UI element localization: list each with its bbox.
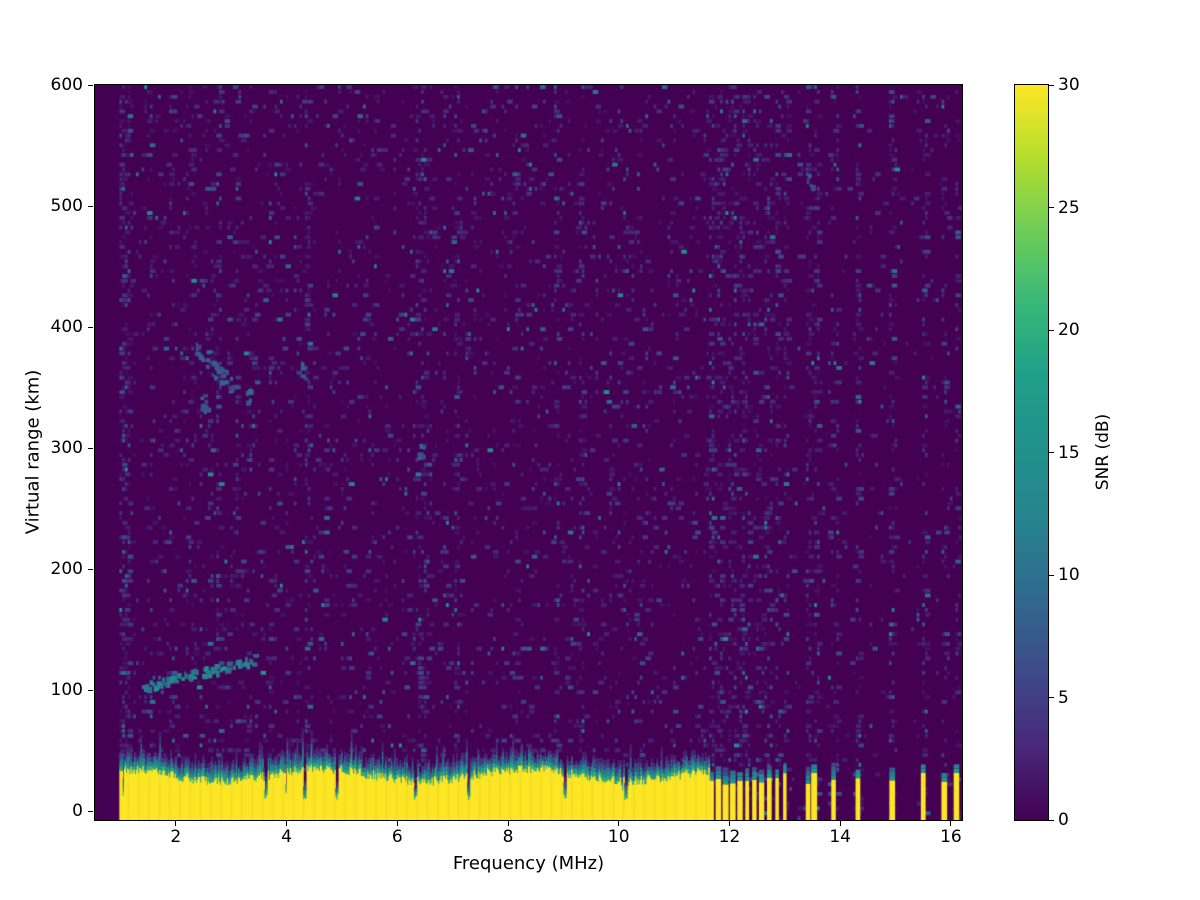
x-tick-label: 16 (940, 827, 962, 847)
x-tick-label: 8 (502, 827, 514, 847)
x-tick-label: 12 (718, 827, 741, 847)
y-tick-label: 500 (50, 196, 83, 216)
colorbar-gradient (1015, 85, 1048, 820)
y-tick-label: 300 (50, 438, 83, 459)
x-tick-mark (507, 821, 509, 826)
y-tick-label: 200 (50, 559, 83, 580)
x-tick-label: 10 (607, 827, 630, 847)
y-tick-mark (88, 447, 93, 449)
colorbar-tick-mark (1049, 452, 1054, 453)
y-tick-mark (88, 326, 93, 328)
colorbar-tick-label: 15 (1058, 442, 1080, 463)
y-tick-mark (88, 84, 93, 86)
colorbar-tick-mark (1049, 819, 1054, 821)
colorbar (1014, 84, 1049, 821)
x-tick-mark (728, 821, 730, 826)
x-tick-mark (175, 821, 177, 826)
y-axis-label: Virtual range (km) (22, 369, 44, 535)
colorbar-label: SNR (dB) (1093, 413, 1113, 491)
colorbar-tick-label: 25 (1058, 197, 1080, 218)
colorbar-tick-mark (1049, 207, 1054, 208)
x-tick-label: 6 (391, 827, 403, 847)
x-tick-label: 14 (829, 827, 851, 847)
x-tick-mark (396, 821, 398, 826)
x-tick-label: 2 (170, 827, 182, 847)
ionogram-canvas (95, 85, 962, 820)
y-tick-mark (88, 568, 93, 570)
y-tick-label: 400 (50, 317, 83, 337)
y-tick-mark (88, 205, 93, 207)
x-tick-mark (618, 821, 620, 826)
x-tick-mark (950, 821, 952, 826)
colorbar-tick-mark (1049, 84, 1054, 86)
x-axis-label: Frequency (MHz) (452, 853, 605, 874)
colorbar-tick-label: 20 (1058, 320, 1080, 340)
plot-area (94, 84, 963, 821)
colorbar-tick-label: 0 (1058, 810, 1069, 830)
y-tick-mark (88, 689, 93, 691)
colorbar-tick-label: 30 (1058, 75, 1080, 95)
colorbar-tick-label: 10 (1058, 565, 1080, 585)
colorbar-tick-mark (1049, 574, 1054, 576)
y-tick-label: 600 (50, 75, 83, 95)
x-tick-mark (286, 821, 288, 826)
y-tick-mark (88, 810, 93, 812)
colorbar-tick-mark (1049, 697, 1054, 698)
x-tick-label: 4 (281, 827, 292, 847)
y-tick-label: 100 (50, 680, 83, 701)
y-tick-label: 0 (72, 801, 83, 822)
colorbar-tick-mark (1049, 329, 1054, 331)
x-tick-mark (839, 821, 841, 826)
colorbar-tick-label: 5 (1058, 687, 1069, 708)
